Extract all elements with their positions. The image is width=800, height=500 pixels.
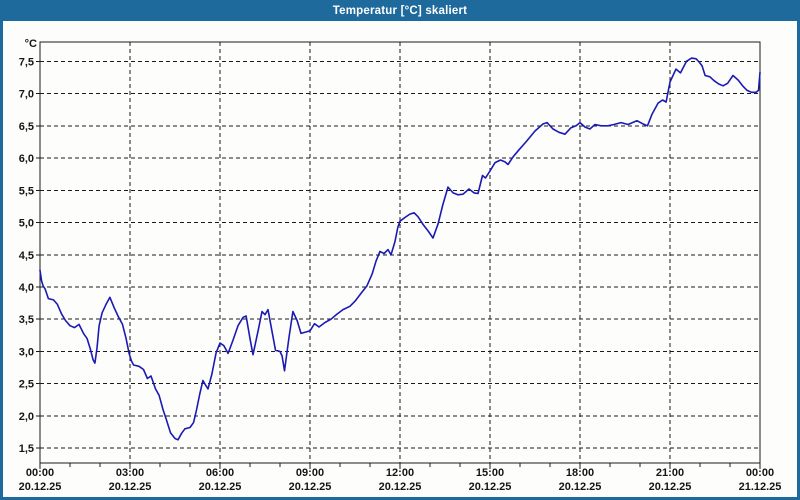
y-tick-label: 3,5: [19, 314, 34, 326]
window-title-bar[interactable]: Temperatur [°C] skaliert: [3, 3, 797, 21]
gridlines: [40, 42, 760, 463]
x-tick-time-label: 00:00: [746, 467, 774, 479]
y-axis-unit-label: °C: [25, 38, 37, 50]
axis-ticks: [36, 60, 761, 469]
axis-labels: 1,5 2,0 2,5 3,0 3,5 4,0 4,5 5,0 5,5 6,0 6,5 7,0 7,5 0…: [19, 38, 782, 493]
x-tick-time-label: 06:00: [206, 467, 234, 479]
y-tick-label: 6,0: [19, 153, 34, 165]
x-tick-time-label: 18:00: [566, 467, 594, 479]
x-tick-time-label: 15:00: [476, 467, 504, 479]
y-tick-label: 2,5: [19, 379, 34, 391]
temperature-series-line: [39, 57, 761, 441]
x-tick-date-label: 20.12.25: [379, 481, 422, 493]
y-tick-label: 6,5: [19, 121, 34, 133]
x-tick-date-label: 20.12.25: [289, 481, 332, 493]
y-tick-label: 7,0: [19, 89, 34, 101]
x-tick-time-label: 21:00: [656, 467, 684, 479]
x-tick-date-label: 20.12.25: [559, 481, 602, 493]
plot-border: [39, 41, 761, 464]
x-tick-time-label: 09:00: [296, 467, 324, 479]
x-tick-time-label: 12:00: [386, 467, 414, 479]
y-tick-label: 5,0: [19, 218, 34, 230]
y-tick-label: 7,5: [19, 56, 34, 68]
x-tick-date-label: 20.12.25: [109, 481, 152, 493]
x-tick-date-label: 21.12.25: [739, 481, 782, 493]
x-tick-time-label: 03:00: [116, 467, 144, 479]
x-tick-date-label: 20.12.25: [649, 481, 692, 493]
y-tick-label: 4,5: [19, 250, 34, 262]
y-tick-label: 1,5: [19, 443, 34, 455]
window-title: Temperatur [°C] skaliert: [332, 5, 468, 17]
x-tick-time-label: 00:00: [26, 467, 54, 479]
y-tick-label: 2,0: [19, 411, 34, 423]
x-tick-date-label: 20.12.25: [469, 481, 512, 493]
y-tick-label: 3,0: [19, 346, 34, 358]
y-tick-label: 5,5: [19, 185, 34, 197]
y-tick-label: 4,0: [19, 282, 34, 294]
x-tick-date-label: 20.12.25: [19, 481, 62, 493]
x-tick-date-label: 20.12.25: [199, 481, 242, 493]
